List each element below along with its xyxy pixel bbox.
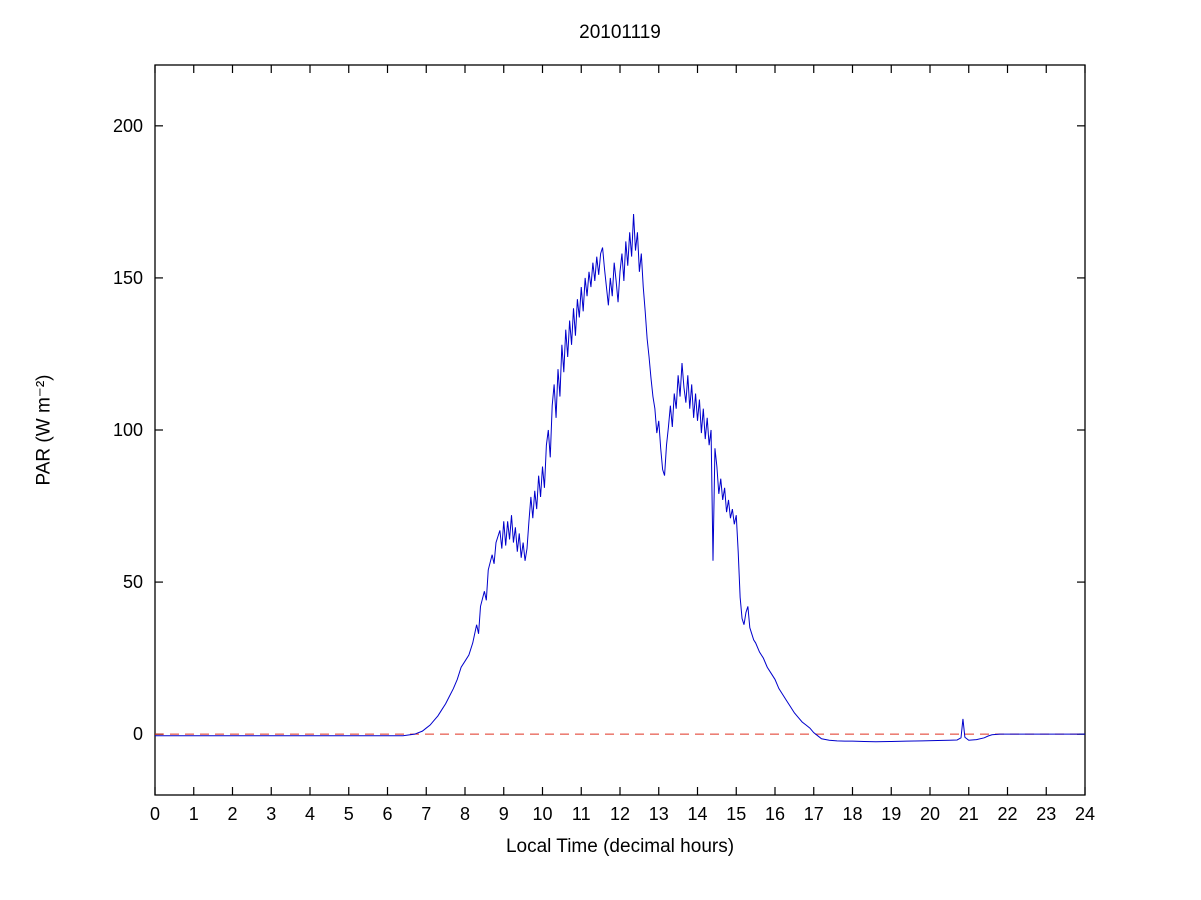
x-axis-label: Local Time (decimal hours) xyxy=(505,836,735,857)
x-tick-label: 9 xyxy=(499,804,509,824)
x-tick-label: 5 xyxy=(344,804,354,824)
x-tick-label: 6 xyxy=(382,804,392,824)
x-tick-label: 23 xyxy=(1036,804,1056,824)
x-tick-label: 13 xyxy=(649,804,669,824)
x-tick-label: 15 xyxy=(726,804,746,824)
y-axis-label: PAR (W m⁻²) xyxy=(33,374,55,486)
y-tick-label: 150 xyxy=(113,268,143,288)
x-tick-label: 18 xyxy=(842,804,862,824)
x-tick-label: 2 xyxy=(227,804,237,824)
x-tick-label: 8 xyxy=(460,804,470,824)
x-tick-label: 7 xyxy=(421,804,431,824)
x-tick-label: 19 xyxy=(881,804,901,824)
y-tick-label: 100 xyxy=(113,420,143,440)
x-tick-label: 4 xyxy=(305,804,315,824)
x-tick-label: 1 xyxy=(189,804,199,824)
y-tick-label: 200 xyxy=(113,116,143,136)
x-tick-label: 17 xyxy=(804,804,824,824)
x-tick-label: 14 xyxy=(687,804,707,824)
x-tick-label: 10 xyxy=(532,804,552,824)
plot-box xyxy=(154,64,1086,796)
x-tick-label: 16 xyxy=(765,804,785,824)
y-tick-label: 50 xyxy=(123,572,143,592)
x-tick-label: 21 xyxy=(959,804,979,824)
par-series-line xyxy=(155,214,1085,743)
y-tick-label: 0 xyxy=(133,724,143,744)
x-tick-label: 11 xyxy=(572,804,591,824)
x-tick-label: 3 xyxy=(266,804,276,824)
x-tick-label: 0 xyxy=(150,804,160,824)
x-tick-label: 22 xyxy=(997,804,1017,824)
x-tick-label: 24 xyxy=(1075,804,1095,824)
x-tick-label: 12 xyxy=(610,804,630,824)
x-tick-label: 20 xyxy=(920,804,940,824)
chart-title: 20101119 xyxy=(579,22,661,43)
